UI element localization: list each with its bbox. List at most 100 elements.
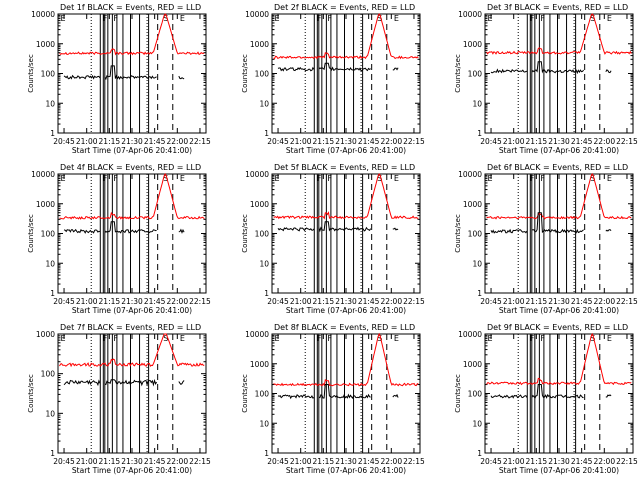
marker-label: S — [590, 334, 595, 343]
chart-title: Det 8f BLACK = Events, RED = LLD — [274, 323, 415, 332]
x-tick-label: 22:15 — [403, 457, 425, 466]
y-axis-label: Counts/sec — [27, 214, 35, 253]
chart-title: Det 4f BLACK = Events, RED = LLD — [60, 163, 201, 172]
x-tick-label: 22:00 — [166, 297, 188, 306]
x-tick-label: 20:45 — [480, 457, 502, 466]
marker-label: F — [540, 174, 545, 183]
y-tick-label: 1000 — [463, 200, 482, 209]
marker-label: F — [327, 14, 332, 23]
x-axis-label: Start Time (07-Apr-06 20:41:00) — [72, 146, 192, 155]
y-axis-label: Counts/sec — [241, 54, 249, 93]
x-tick-label: 21:30 — [121, 457, 143, 466]
lld-series-line — [486, 173, 632, 220]
plot-frame — [57, 333, 207, 454]
events-series-line — [531, 61, 584, 75]
marker-label: E — [61, 174, 66, 183]
y-tick-label: 10 — [45, 99, 55, 108]
x-tick-label: 21:30 — [548, 137, 570, 146]
marker-label: E — [488, 174, 493, 183]
chart-panel-3: Det 3f BLACK = Events, RED = LLD 1 10 100 10… — [454, 3, 638, 155]
x-tick-label: 21:30 — [548, 297, 570, 306]
x-tick-label: 21:15 — [99, 137, 121, 146]
chart-panel-7: Det 7f BLACK = Events, RED = LLD 1 10 100 10… — [27, 323, 211, 475]
y-tick-label: 10 — [472, 259, 482, 268]
x-tick-label: 21:00 — [290, 137, 312, 146]
x-tick-label: 21:30 — [335, 457, 357, 466]
x-tick-label: 21:30 — [121, 137, 143, 146]
y-tick-label: 10 — [259, 99, 269, 108]
marker-label: F — [113, 14, 118, 23]
lld-series-line — [486, 332, 632, 386]
events-series-line — [392, 393, 399, 398]
marker-label: S — [590, 174, 595, 183]
x-axis-label: Start Time (07-Apr-06 20:41:00) — [499, 466, 619, 475]
x-tick-label: 22:00 — [593, 137, 615, 146]
x-tick-label: 21:15 — [99, 457, 121, 466]
y-tick-label: 10000 — [458, 10, 482, 19]
y-tick-label: 10 — [45, 409, 55, 418]
y-tick-label: 10000 — [245, 10, 269, 19]
events-series-line — [318, 384, 371, 400]
marker-label: E — [180, 334, 185, 343]
x-tick-label: 21:00 — [290, 297, 312, 306]
x-tick-label: 21:15 — [313, 457, 335, 466]
x-tick-label: 22:00 — [166, 137, 188, 146]
x-tick-label: 21:15 — [313, 137, 335, 146]
y-tick-label: 100 — [468, 230, 483, 239]
y-tick-label: 100 — [468, 70, 483, 79]
chart-panel-8: Det 8f BLACK = Events, RED = LLD 1 10 100 10… — [241, 323, 425, 475]
y-tick-label: 10000 — [245, 170, 269, 179]
plot-frame — [271, 333, 421, 454]
x-tick-label: 20:45 — [267, 457, 289, 466]
events-series-line — [605, 394, 612, 398]
events-series-line — [178, 75, 185, 80]
x-tick-label: 21:00 — [290, 457, 312, 466]
y-tick-label: 1000 — [250, 360, 269, 369]
x-tick-label: 21:00 — [76, 297, 98, 306]
plot-frame — [57, 13, 207, 134]
y-tick-label: 100 — [255, 230, 270, 239]
x-tick-label: 20:45 — [267, 297, 289, 306]
marker-label: E — [394, 174, 399, 183]
events-series-line — [178, 380, 185, 385]
chart-title: Det 6f BLACK = Events, RED = LLD — [487, 163, 628, 172]
x-tick-label: 22:15 — [616, 137, 638, 146]
y-tick-label: 100 — [41, 370, 56, 379]
events-series-line — [318, 221, 372, 233]
events-series-line — [104, 378, 158, 387]
x-tick-label: 22:00 — [593, 457, 615, 466]
x-tick-label: 21:45 — [144, 137, 166, 146]
lld-series-line — [273, 173, 419, 220]
chart-title: Det 7f BLACK = Events, RED = LLD — [60, 323, 201, 332]
x-tick-label: 20:45 — [480, 137, 502, 146]
chart-panel-4: Det 4f BLACK = Events, RED = LLD 1 10 100 10… — [27, 163, 211, 315]
x-tick-label: 22:00 — [380, 457, 402, 466]
x-tick-label: 22:15 — [189, 297, 211, 306]
events-series-line — [63, 379, 101, 387]
events-series-line — [392, 227, 399, 231]
x-axis-label: Start Time (07-Apr-06 20:41:00) — [499, 146, 619, 155]
y-tick-label: 10000 — [31, 170, 55, 179]
x-tick-label: 21:15 — [526, 137, 548, 146]
chart-panel-5: Det 5f BLACK = Events, RED = LLD 1 10 100 10… — [241, 163, 425, 315]
marker-label: E — [275, 334, 280, 343]
y-axis-label: Counts/sec — [241, 214, 249, 253]
x-tick-label: 21:30 — [548, 457, 570, 466]
y-axis-label: Counts/sec — [454, 374, 462, 413]
events-series-line — [277, 227, 315, 232]
x-tick-label: 21:45 — [571, 457, 593, 466]
y-axis-label: Counts/sec — [27, 374, 35, 413]
x-tick-label: 22:15 — [616, 297, 638, 306]
marker-label: E — [394, 334, 399, 343]
chart-panel-6: Det 6f BLACK = Events, RED = LLD 1 10 100 10… — [454, 163, 638, 315]
x-tick-label: 21:00 — [503, 297, 525, 306]
marker-label: F — [327, 174, 332, 183]
x-tick-label: 21:15 — [526, 297, 548, 306]
y-tick-label: 1 — [477, 129, 482, 138]
marker-label: S — [377, 334, 382, 343]
lld-series-line — [59, 173, 205, 220]
x-tick-label: 21:15 — [526, 457, 548, 466]
marker-label: F — [530, 14, 535, 23]
x-axis-label: Start Time (07-Apr-06 20:41:00) — [72, 306, 192, 315]
y-tick-label: 1000 — [250, 200, 269, 209]
